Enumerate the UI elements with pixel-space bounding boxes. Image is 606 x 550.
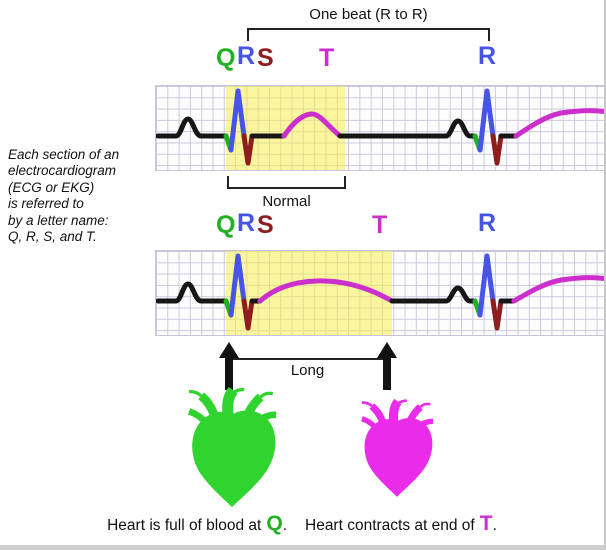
caption-left-period: . bbox=[282, 517, 287, 534]
label-t-normal: T bbox=[319, 44, 335, 72]
r2-segment bbox=[477, 88, 496, 153]
long-t-wave-segment bbox=[257, 278, 395, 304]
baseline-segment bbox=[337, 118, 478, 139]
label-r-normal: R bbox=[237, 42, 256, 70]
label-s-long: S bbox=[257, 211, 274, 239]
normal-bracket bbox=[227, 176, 346, 189]
ecg-strip-normal bbox=[155, 85, 604, 171]
one-beat-label: One beat (R to R) bbox=[309, 6, 428, 23]
up-arrow-q-icon bbox=[219, 342, 239, 390]
heart-full-of-blood-icon bbox=[187, 386, 277, 508]
label-r2-normal: R bbox=[478, 42, 497, 70]
caption-t-letter: T bbox=[479, 512, 493, 535]
p-wave-segment bbox=[156, 281, 229, 304]
r-segment bbox=[228, 88, 247, 153]
r2-segment bbox=[477, 253, 496, 318]
ecg-strip-long bbox=[155, 250, 604, 336]
normal-label: Normal bbox=[262, 193, 311, 210]
caption-left-text: Heart is full of blood at bbox=[107, 517, 262, 534]
one-beat-bracket bbox=[247, 28, 490, 41]
baseline-segment bbox=[389, 285, 478, 304]
label-q-normal: Q bbox=[216, 44, 236, 72]
caption-right-period: . bbox=[492, 517, 497, 534]
t-wave-segment bbox=[281, 111, 343, 139]
bottom-caption: Heart is full of blood at Q. Heart contrac… bbox=[0, 512, 604, 536]
label-q-long: Q bbox=[216, 211, 236, 239]
t2-wave-segment bbox=[513, 108, 604, 139]
ecg-waveform-normal bbox=[156, 88, 604, 166]
long-bracket bbox=[227, 346, 388, 360]
up-arrow-t-icon bbox=[377, 342, 397, 390]
s-segment bbox=[241, 133, 255, 166]
t2-wave-segment bbox=[511, 275, 604, 304]
p-wave-segment bbox=[156, 116, 229, 139]
caption-q-letter: Q bbox=[266, 512, 283, 535]
caption-right-text: Heart contracts at end of bbox=[305, 517, 475, 534]
s2-segment bbox=[490, 133, 504, 166]
s-segment bbox=[241, 298, 255, 331]
label-r-long: R bbox=[237, 209, 256, 237]
label-s-normal: S bbox=[257, 44, 274, 72]
long-label: Long bbox=[290, 362, 325, 379]
s2-segment bbox=[490, 298, 504, 331]
side-note: Each section of an electrocardiogram (EC… bbox=[8, 147, 120, 245]
qt-highlight-long bbox=[226, 251, 392, 335]
r-segment bbox=[228, 253, 247, 318]
ecg-waveform-long bbox=[156, 253, 604, 331]
label-r2-long: R bbox=[478, 209, 497, 237]
label-t-long: T bbox=[372, 211, 388, 239]
heart-contracted-icon bbox=[361, 398, 434, 497]
